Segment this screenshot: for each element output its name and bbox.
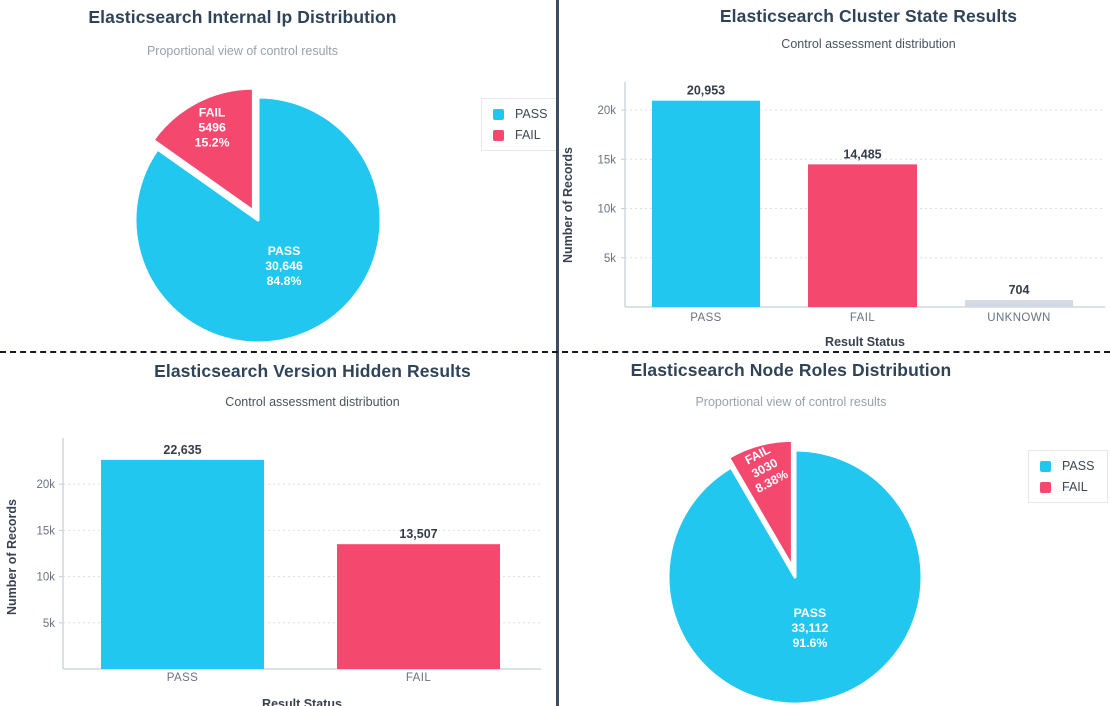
pie-chart-canvas: PASS 30,646 84.8% FAIL 5496 15.2%	[133, 86, 383, 345]
bar-fail[interactable]	[808, 164, 917, 307]
vertical-divider	[556, 0, 559, 706]
legend-swatch-pass	[1040, 460, 1051, 472]
panel-node-roles-distribution: Elasticsearch Node Roles Distribution Pr…	[558, 353, 1110, 706]
chart-title: Elasticsearch Internal Ip Distribution	[88, 7, 397, 27]
legend-label: FAIL	[515, 128, 541, 142]
bar-pass[interactable]	[652, 100, 760, 307]
y-tick-label: 10k	[36, 572, 55, 584]
chart-subtitle: Proportional view of control results	[695, 395, 887, 409]
bar-value-label: 704	[1009, 283, 1030, 297]
bar-chart-canvas: 5k 10k 15k 20k 20,953 PASS 14,485 FAIL 704 UNKNOW…	[561, 82, 1105, 349]
bar-fail[interactable]	[337, 544, 500, 669]
pie-slice-pass[interactable]	[666, 448, 924, 706]
x-tick-label: PASS	[167, 672, 198, 684]
bar-value-label: 13,507	[399, 527, 437, 541]
pie-label-pass: PASS 33,112 91.6%	[791, 606, 828, 650]
chart-title: Elasticsearch Node Roles Distribution	[630, 360, 952, 380]
bar-value-label: 22,635	[163, 443, 201, 457]
y-tick-label: 5k	[604, 253, 616, 265]
chart-title: Elasticsearch Version Hidden Results	[154, 361, 471, 381]
bar-value-label: 14,485	[843, 147, 881, 161]
pie-slice-pass[interactable]	[133, 95, 383, 345]
legend-swatch-fail	[1040, 481, 1051, 493]
pie-label-pass: PASS 30,646 84.8%	[265, 244, 303, 288]
chart-title: Elasticsearch Cluster State Results	[719, 6, 1018, 26]
chart-subtitle: Control assessment distribution	[781, 37, 956, 51]
x-axis-title: Result Status	[262, 697, 342, 706]
bar-unknown[interactable]	[965, 300, 1073, 307]
x-tick-label: FAIL	[850, 312, 875, 324]
legend-label: FAIL	[1062, 480, 1088, 494]
chart-legend: PASS FAIL	[481, 98, 556, 151]
legend-item-fail[interactable]: FAIL	[493, 128, 547, 142]
horizontal-divider	[0, 351, 1110, 353]
x-tick-label: UNKNOWN	[987, 312, 1051, 324]
legend-item-pass[interactable]: PASS	[493, 107, 547, 121]
panel-cluster-state-results: Elasticsearch Cluster State Results Cont…	[558, 0, 1110, 351]
pie-chart-canvas: PASS 33,112 91.6%FAIL30308.38%	[666, 438, 924, 706]
x-tick-label: FAIL	[406, 672, 431, 684]
y-tick-label: 20k	[597, 105, 616, 117]
x-axis-title: Result Status	[825, 335, 905, 349]
y-tick-label: 5k	[43, 618, 55, 630]
panel-version-hidden-results: Elasticsearch Version Hidden Results Con…	[0, 353, 556, 706]
panel-internal-ip-distribution: Elasticsearch Internal Ip Distribution P…	[0, 0, 556, 351]
chart-legend: PASS FAIL	[1028, 450, 1109, 503]
pie-label-fail: FAIL 5496 15.2%	[195, 105, 230, 149]
legend-label: PASS	[515, 107, 548, 121]
x-tick-label: PASS	[690, 312, 721, 324]
legend-swatch-pass	[493, 108, 504, 120]
legend-item-pass[interactable]: PASS	[1040, 459, 1094, 473]
bar-chart-canvas: 5k 10k 15k 20k 22,635 PASS 13,507 FAIL Result St…	[5, 438, 541, 706]
bar-pass[interactable]	[101, 459, 264, 669]
chart-subtitle: Proportional view of control results	[146, 44, 339, 58]
y-axis-title: Number of Records	[561, 147, 575, 263]
y-axis-title: Number of Records	[5, 499, 19, 615]
y-tick-label: 15k	[597, 154, 616, 166]
bar-value-label: 20,953	[687, 84, 725, 98]
legend-label: PASS	[1062, 459, 1095, 473]
pie-slice-fail[interactable]	[151, 86, 255, 213]
legend-swatch-fail	[493, 129, 504, 141]
y-tick-label: 10k	[597, 204, 616, 216]
y-tick-label: 20k	[36, 479, 55, 491]
y-tick-label: 15k	[36, 525, 55, 537]
legend-item-fail[interactable]: FAIL	[1040, 480, 1094, 494]
chart-subtitle: Control assessment distribution	[225, 395, 400, 409]
pie-slice-fail[interactable]	[727, 438, 794, 569]
